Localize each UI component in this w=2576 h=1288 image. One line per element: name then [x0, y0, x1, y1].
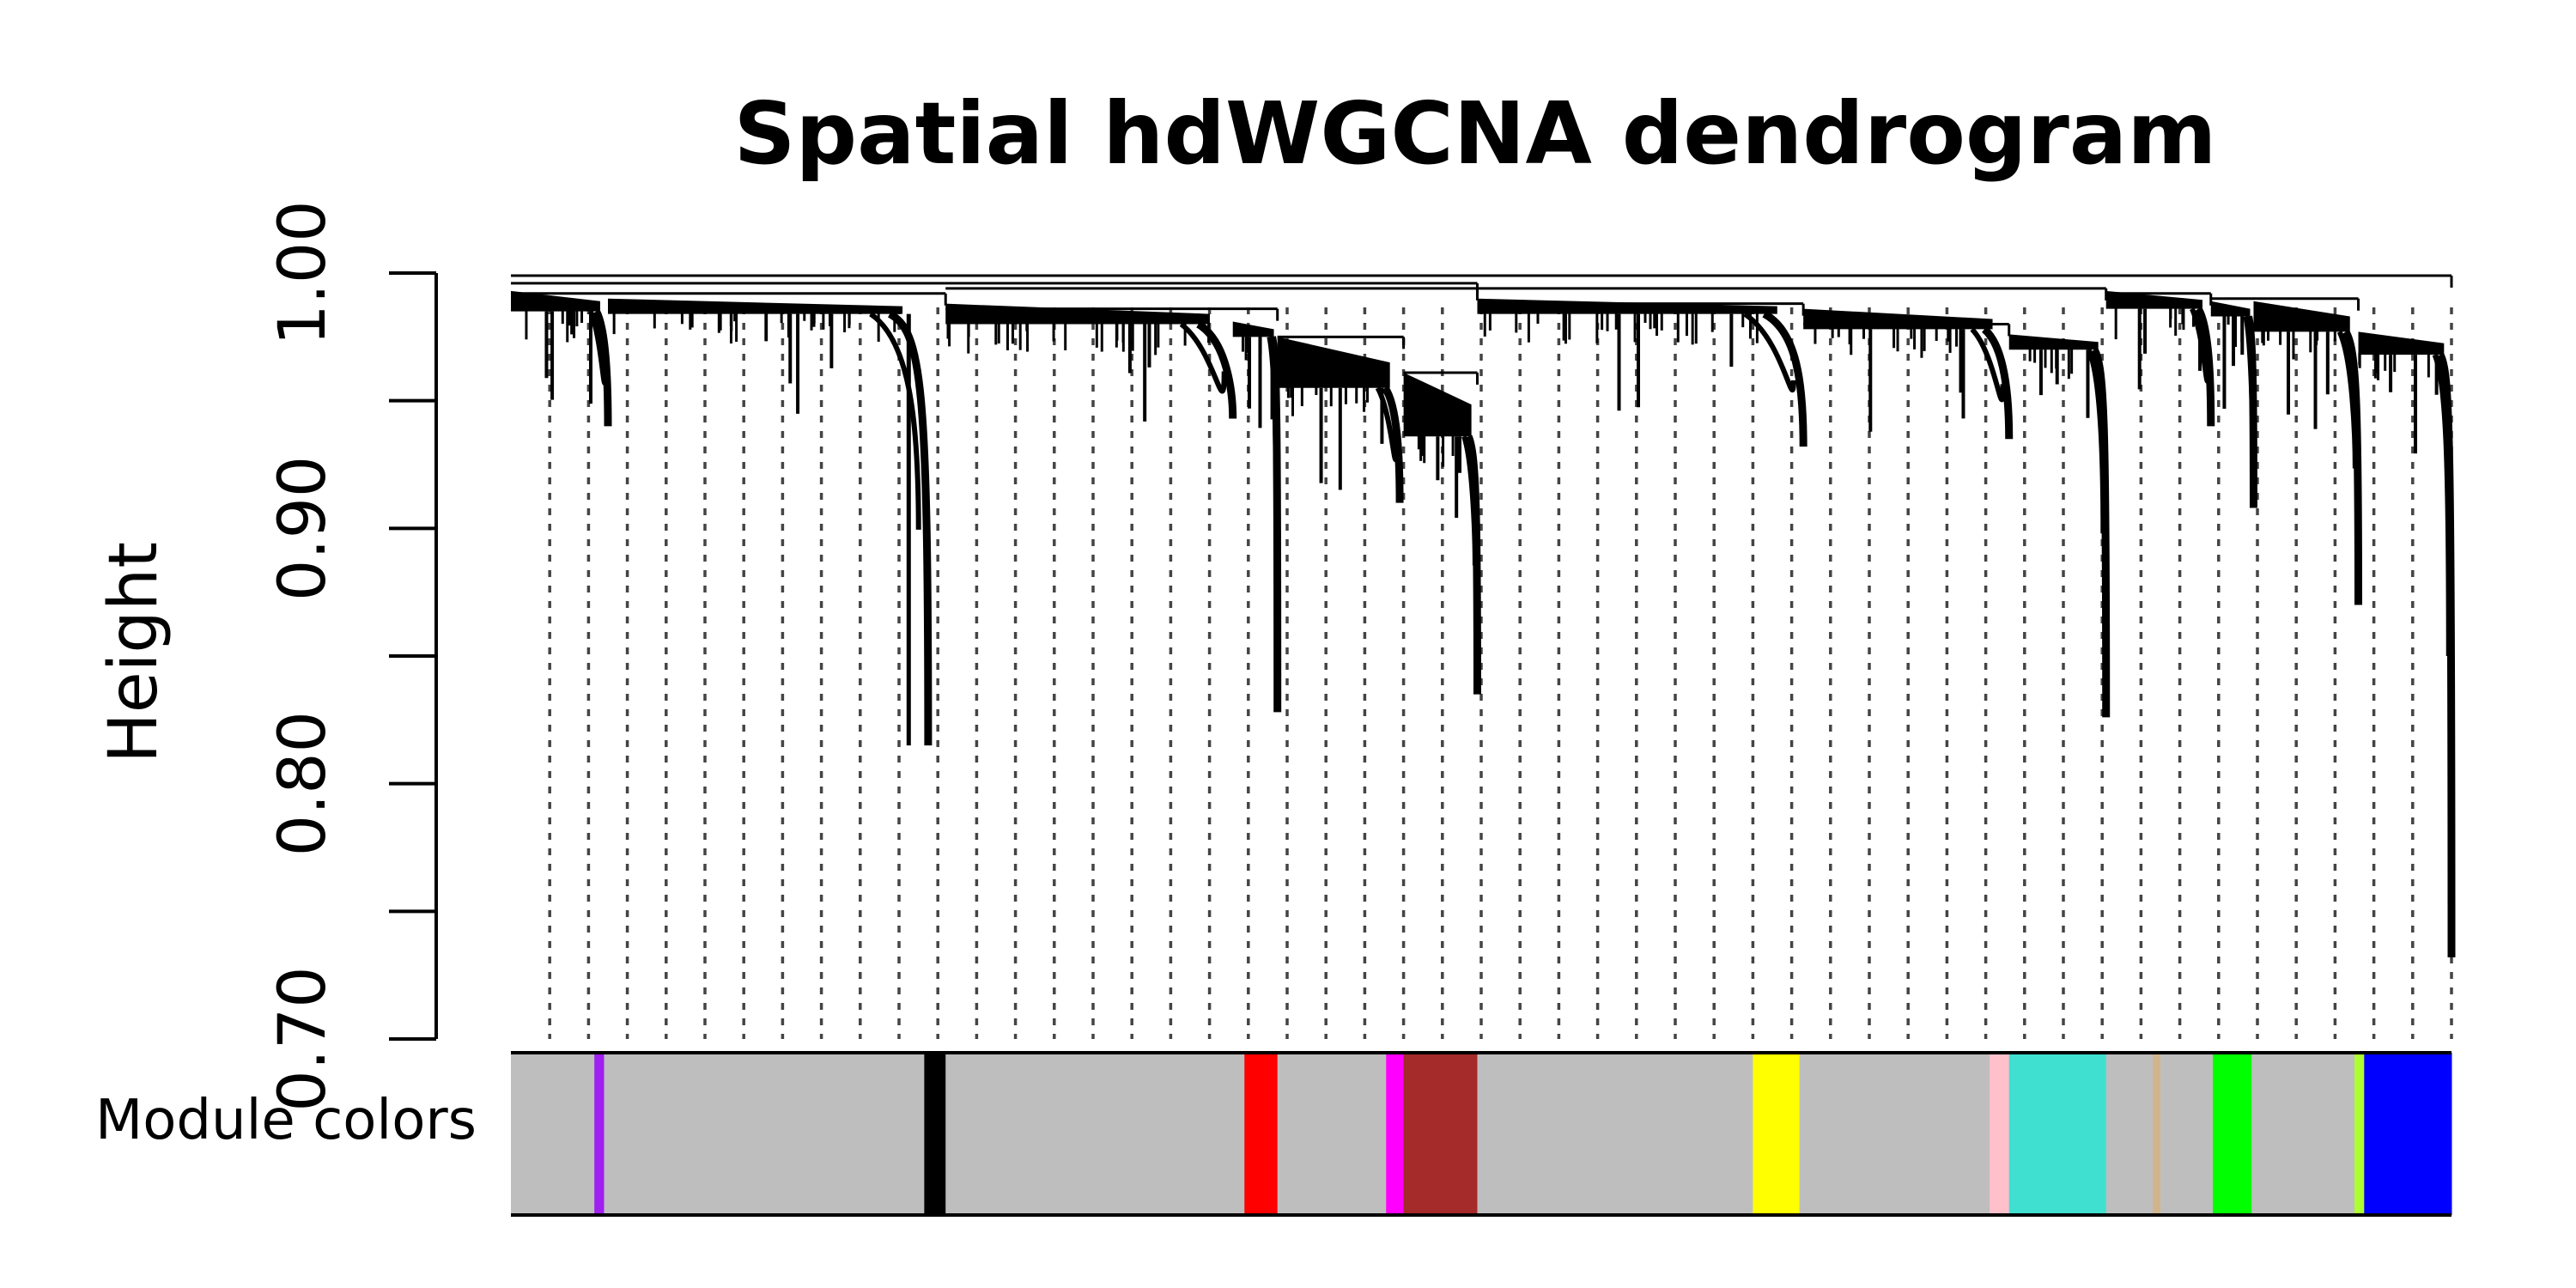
cluster-tail: [2190, 307, 2211, 384]
cluster-tail: [2336, 331, 2358, 469]
cluster-tail: [887, 310, 933, 746]
module-color-segment: [2251, 1053, 2355, 1215]
guide-lines: [548, 307, 2453, 1039]
module-color-segment: [1244, 1053, 1279, 1215]
module-colors-label: Module colors: [95, 1089, 477, 1152]
cluster-band: [1232, 321, 1274, 337]
cluster-tail: [592, 309, 612, 427]
module-color-segment: [1477, 1053, 1753, 1215]
cluster-tail: [1382, 386, 1404, 503]
cluster-band: [2008, 334, 2099, 350]
cluster-tail: [2086, 348, 2106, 534]
y-tick-label: 0.90: [264, 456, 340, 601]
module-color-segment: [1799, 1053, 1990, 1215]
cluster-tail: [1179, 322, 1227, 394]
cluster-tail: [2342, 330, 2363, 605]
cluster-tail: [1195, 320, 1237, 419]
module-color-segment: [945, 1053, 1245, 1215]
cluster-tail: [1970, 327, 2006, 403]
module-color-segment: [2152, 1053, 2161, 1215]
y-tick-label: 0.70: [264, 966, 340, 1111]
cluster-band: [608, 298, 903, 314]
module-color-segment: [2354, 1053, 2365, 1215]
cluster-tail: [1461, 435, 1478, 566]
cluster-tail: [2436, 353, 2456, 957]
cluster-band: [2253, 301, 2350, 332]
cluster-band: [2105, 290, 2202, 309]
cluster-band: [2358, 331, 2445, 355]
dendrogram-tree: [511, 274, 2456, 957]
cluster-band: [1477, 298, 1777, 314]
chart-title: Spatial hdWGCNA dendrogram: [734, 83, 2217, 184]
y-tick-label: 1.00: [264, 200, 340, 345]
module-color-bar: [511, 1051, 2452, 1217]
cluster-band: [511, 290, 600, 312]
module-color-segment: [511, 1053, 595, 1215]
module-color-segment: [604, 1053, 925, 1215]
module-color-segment: [594, 1053, 605, 1215]
y-axis-label: Height: [95, 542, 173, 763]
cluster-tail: [1981, 325, 2014, 440]
cluster-tail: [1762, 310, 1807, 447]
cluster-band: [1803, 308, 1993, 330]
cluster-tail: [2432, 353, 2451, 657]
y-tick-label: 0.80: [264, 711, 340, 856]
module-color-segment: [1386, 1053, 1405, 1215]
cluster-tail: [2091, 347, 2111, 718]
module-color-segment: [2213, 1053, 2252, 1215]
module-color-segment: [2160, 1053, 2214, 1215]
cluster-band: [1277, 337, 1390, 388]
cluster-band: [945, 303, 1210, 325]
y-axis: 0.70 0.80 0.90 1.00: [264, 200, 438, 1112]
cluster-band: [1403, 372, 1472, 437]
module-color-segment: [2008, 1053, 2107, 1215]
module-color-segment: [1990, 1053, 2010, 1215]
module-color-segment: [1277, 1053, 1387, 1215]
cluster-tail: [1464, 434, 1481, 695]
module-color-segment: [1753, 1053, 1801, 1215]
module-color-segment: [2364, 1053, 2452, 1215]
cluster-tail: [587, 310, 608, 386]
module-color-segment: [2105, 1053, 2154, 1215]
module-color-segment: [924, 1053, 946, 1215]
module-color-segment: [1403, 1053, 1478, 1215]
cluster-band: [2210, 301, 2251, 317]
